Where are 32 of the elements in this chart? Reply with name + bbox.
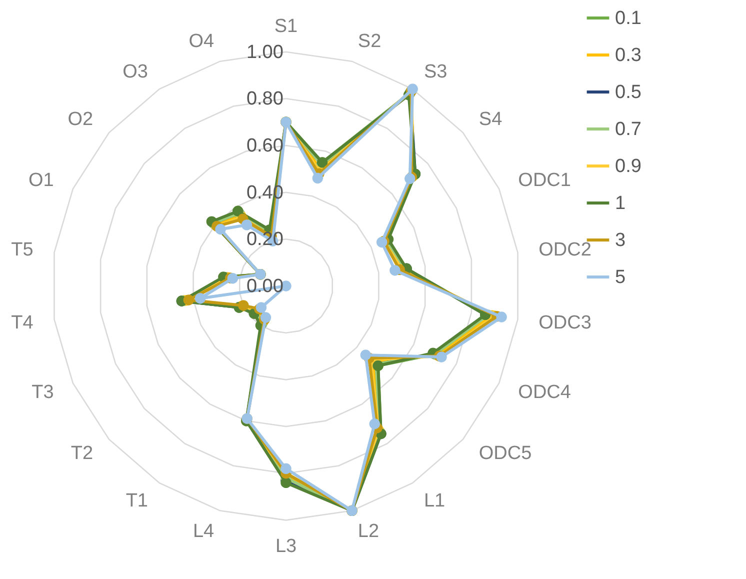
legend-label: 0.1 — [615, 8, 642, 29]
spoke-label: T4 — [11, 312, 34, 334]
spoke-label: S2 — [358, 31, 382, 52]
spoke-label: T2 — [70, 443, 94, 464]
spoke-label: ODC1 — [518, 170, 571, 191]
spoke-label: S4 — [478, 108, 503, 130]
y-tick-label: 0.80 — [246, 88, 284, 110]
spoke-label: T5 — [11, 240, 34, 261]
spoke-label: ODC2 — [538, 240, 592, 261]
legend-label: 0.7 — [615, 119, 642, 140]
spoke-label: L2 — [358, 520, 380, 542]
legend-label: 5 — [615, 267, 626, 288]
spoke-label: L4 — [192, 520, 215, 542]
spoke-label: T1 — [126, 490, 148, 512]
spoke-label: O1 — [28, 170, 54, 191]
spoke-label: L3 — [275, 536, 297, 557]
legend-label: 3 — [615, 230, 626, 251]
spoke-label: ODC5 — [478, 443, 532, 464]
spoke-label: S1 — [274, 16, 298, 38]
spoke-label: T3 — [32, 382, 54, 404]
spoke-label: S3 — [424, 61, 448, 82]
spoke-label: L1 — [424, 490, 446, 512]
spoke-label: ODC4 — [518, 382, 572, 404]
spoke-label: O4 — [188, 31, 215, 52]
legend-label: 0.5 — [615, 82, 642, 103]
spoke-label: ODC3 — [538, 312, 592, 334]
spoke-label: O3 — [122, 61, 148, 82]
legend-label: 0.9 — [615, 156, 642, 177]
y-tick-label: 1.00 — [246, 42, 284, 63]
spoke-label: O2 — [68, 108, 94, 130]
legend-label: 1 — [615, 193, 626, 214]
legend-label: 0.3 — [615, 45, 642, 66]
